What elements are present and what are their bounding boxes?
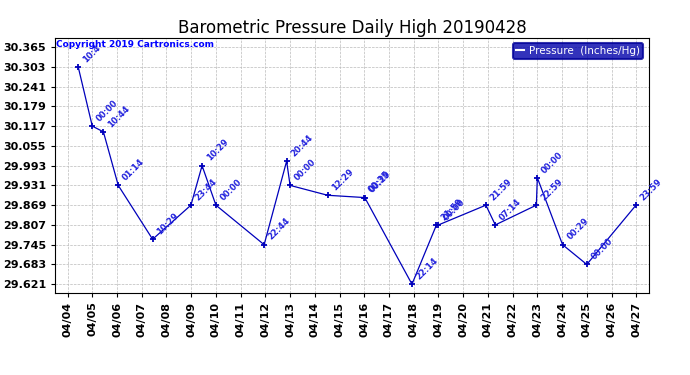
Text: 00:29: 00:29 (565, 217, 591, 242)
Text: 22:14: 22:14 (415, 256, 440, 281)
Text: 21:59: 21:59 (489, 177, 514, 203)
Text: 20:44: 20:44 (289, 133, 315, 158)
Text: 10:4: 10:4 (81, 43, 102, 64)
Text: 00:00: 00:00 (293, 158, 318, 183)
Text: 23:59: 23:59 (639, 177, 664, 203)
Text: 00:00: 00:00 (540, 150, 565, 175)
Text: 12:29: 12:29 (331, 167, 356, 192)
Text: 21:59: 21:59 (440, 197, 464, 222)
Text: 07:14: 07:14 (498, 197, 523, 222)
Text: Copyright 2019 Cartronics.com: Copyright 2019 Cartronics.com (56, 40, 214, 49)
Text: 00:00: 00:00 (589, 237, 615, 262)
Text: 10:44: 10:44 (106, 104, 132, 129)
Text: 10:29: 10:29 (155, 211, 181, 237)
Text: 22:44: 22:44 (267, 216, 293, 242)
Text: 00:29: 00:29 (368, 170, 393, 195)
Text: 10:29: 10:29 (205, 138, 230, 163)
Text: 01:14: 01:14 (121, 158, 146, 183)
Text: 00:00: 00:00 (441, 197, 466, 222)
Text: 23:44: 23:44 (194, 177, 219, 203)
Text: 00:00: 00:00 (219, 177, 244, 203)
Text: 22:59: 22:59 (539, 177, 564, 203)
Legend: Pressure  (Inches/Hg): Pressure (Inches/Hg) (513, 43, 643, 59)
Text: 00:00: 00:00 (95, 98, 120, 123)
Title: Barometric Pressure Daily High 20190428: Barometric Pressure Daily High 20190428 (177, 20, 526, 38)
Text: 00:35: 00:35 (366, 170, 392, 195)
